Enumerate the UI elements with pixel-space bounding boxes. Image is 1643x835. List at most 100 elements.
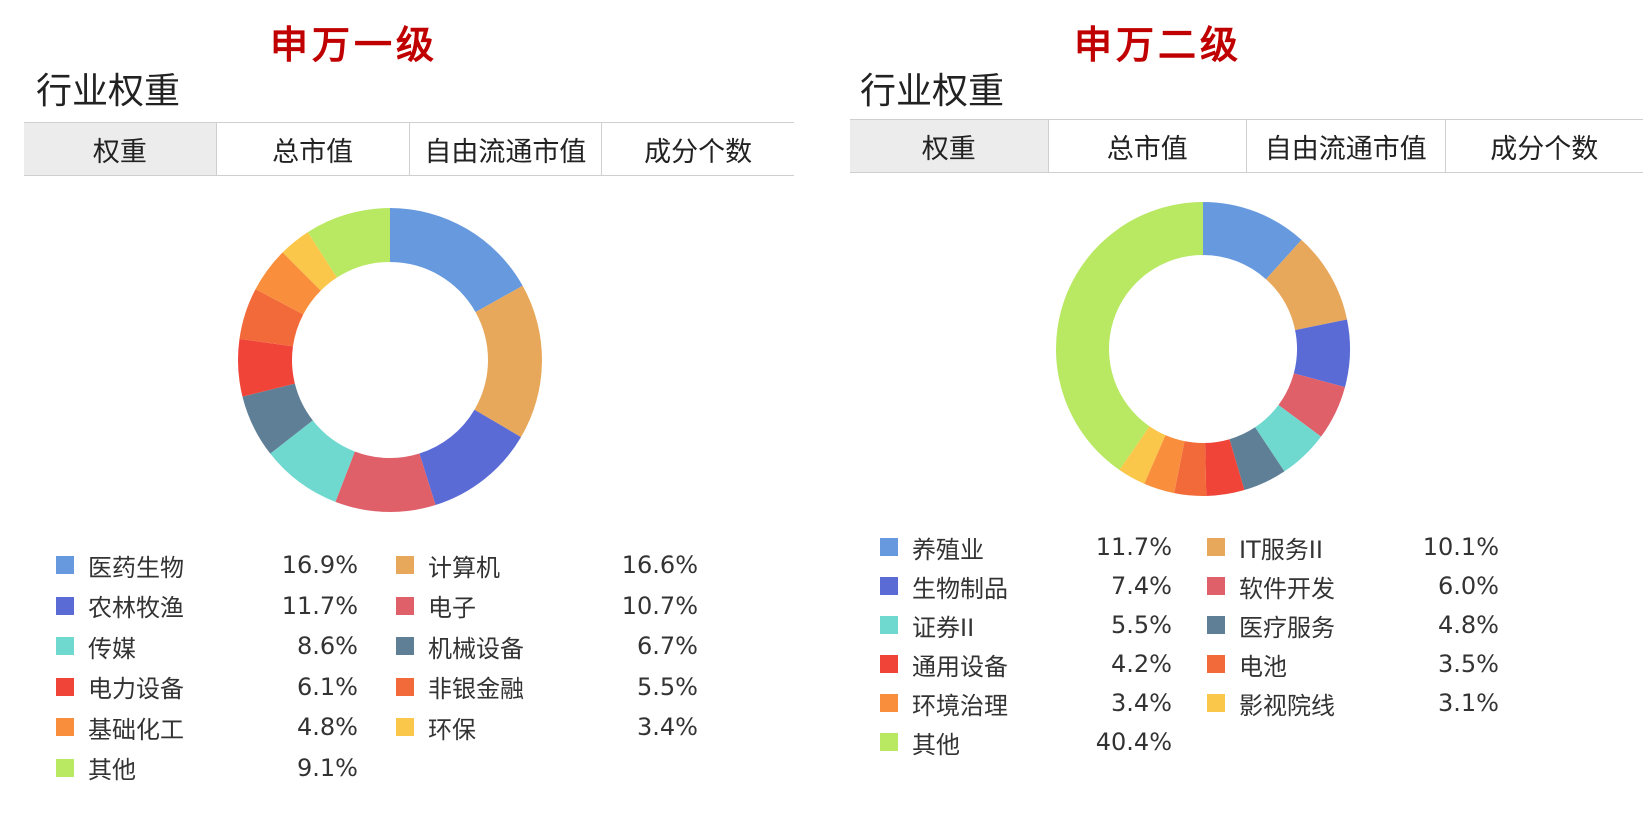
legend-label: 养殖业 bbox=[912, 535, 984, 564]
legend-swatch bbox=[396, 637, 414, 655]
legend-swatch bbox=[1207, 694, 1225, 712]
legend-label: 非银金融 bbox=[428, 675, 524, 703]
pie-slice[interactable] bbox=[474, 285, 542, 438]
tab-weight[interactable]: 权重 bbox=[850, 120, 1048, 172]
legend-value: 16.9% bbox=[281, 551, 358, 579]
pie-slice[interactable] bbox=[1229, 427, 1285, 491]
legend-item[interactable]: 软件开发 6.0% bbox=[1207, 566, 1499, 606]
legend-item[interactable]: 电池 3.5% bbox=[1207, 644, 1499, 684]
pie-slice[interactable] bbox=[270, 420, 355, 502]
legend-label: 电子 bbox=[428, 594, 476, 622]
tab-free-float-market-cap[interactable]: 自由流通市值 bbox=[408, 123, 602, 175]
legend-label: IT服务II bbox=[1239, 535, 1323, 564]
legend-item[interactable]: 生物制品 7.4% bbox=[880, 566, 1172, 606]
legend-item[interactable]: 其他 9.1% bbox=[56, 748, 358, 788]
legend-item[interactable]: 电力设备 6.1% bbox=[56, 667, 358, 707]
section-title: 行业权重 bbox=[36, 71, 181, 112]
legend-value: 9.1% bbox=[297, 753, 358, 782]
legend-label: 环境治理 bbox=[912, 691, 1008, 720]
legend-item[interactable]: 证券II 5.5% bbox=[880, 605, 1172, 645]
tab-free-float-market-cap[interactable]: 自由流通市值 bbox=[1246, 120, 1445, 172]
pie-slice[interactable] bbox=[1265, 239, 1347, 331]
pie-slice[interactable] bbox=[255, 252, 321, 315]
legend-swatch bbox=[880, 616, 898, 634]
pie-slice[interactable] bbox=[1203, 202, 1302, 280]
tab-constituent-count[interactable]: 成分个数 bbox=[1444, 120, 1643, 172]
pie-slice[interactable] bbox=[1119, 426, 1166, 484]
tab-weight[interactable]: 权重 bbox=[24, 123, 216, 175]
legend-item[interactable]: IT服务II 10.1% bbox=[1207, 527, 1499, 567]
legend-item[interactable]: 医药生物 16.9% bbox=[56, 545, 358, 585]
pie-slice[interactable] bbox=[1293, 319, 1350, 388]
legend-label: 环保 bbox=[428, 715, 476, 744]
legend-item[interactable]: 通用设备 4.2% bbox=[880, 644, 1172, 684]
legend-value: 16.6% bbox=[621, 551, 698, 579]
pie-slice[interactable] bbox=[390, 208, 523, 313]
pie-slice[interactable] bbox=[335, 451, 436, 512]
section-title: 行业权重 bbox=[860, 71, 1005, 112]
pie-slice[interactable] bbox=[307, 208, 390, 278]
donut-chart bbox=[1056, 202, 1350, 497]
legend-label: 证券II bbox=[912, 613, 975, 642]
legend-value: 10.1% bbox=[1422, 533, 1499, 561]
legend-label: 软件开发 bbox=[1239, 574, 1335, 603]
legend-value: 10.7% bbox=[621, 591, 698, 620]
legend-swatch bbox=[396, 718, 414, 736]
pie-slice[interactable] bbox=[1056, 202, 1203, 470]
legend-swatch bbox=[880, 655, 898, 673]
pie-slice[interactable] bbox=[1278, 373, 1345, 437]
pie-slice[interactable] bbox=[242, 383, 313, 454]
pie-slice[interactable] bbox=[1174, 441, 1207, 497]
legend-item[interactable]: 其他 40.4% bbox=[880, 722, 1172, 762]
legend-value: 6.0% bbox=[1438, 572, 1499, 600]
legend-item[interactable]: 电子 10.7% bbox=[396, 586, 698, 626]
metric-tabs: 权重 总市值 自由流通市值 成分个数 bbox=[24, 122, 794, 176]
tab-total-market-cap[interactable]: 总市值 bbox=[1047, 120, 1247, 172]
legend-swatch bbox=[880, 733, 898, 751]
legend-label: 医药生物 bbox=[88, 553, 184, 582]
legend-item[interactable]: 养殖业 11.7% bbox=[880, 527, 1172, 567]
tab-constituent-count[interactable]: 成分个数 bbox=[601, 123, 794, 175]
legend-item[interactable]: 非银金融 5.5% bbox=[396, 667, 698, 707]
legend-value: 4.8% bbox=[1438, 611, 1499, 639]
legend-item[interactable]: 医疗服务 4.8% bbox=[1207, 605, 1499, 645]
legend-item[interactable]: 环境治理 3.4% bbox=[880, 683, 1172, 723]
pie-slice[interactable] bbox=[239, 289, 304, 347]
legend-value: 3.1% bbox=[1438, 689, 1499, 717]
legend-value: 4.2% bbox=[1111, 650, 1172, 678]
legend-item[interactable]: 影视院线 3.1% bbox=[1207, 683, 1499, 723]
legend-swatch bbox=[56, 758, 74, 777]
legend-swatch bbox=[56, 596, 74, 615]
legend-value: 5.5% bbox=[637, 672, 698, 701]
legend-item[interactable]: 农林牧渔 11.7% bbox=[56, 586, 358, 626]
legend-label: 影视院线 bbox=[1239, 691, 1335, 720]
pie-slice[interactable] bbox=[238, 338, 295, 397]
legend-item[interactable]: 计算机 16.6% bbox=[396, 545, 698, 585]
legend-label: 通用设备 bbox=[912, 652, 1008, 681]
legend-item[interactable]: 机械设备 6.7% bbox=[396, 626, 698, 666]
chart-title: 申万一级 bbox=[270, 22, 439, 67]
legend-item[interactable]: 环保 3.4% bbox=[396, 707, 698, 747]
legend-label: 计算机 bbox=[428, 553, 500, 582]
panel-sw-level2: 申万二级 行业权重 权重 总市值 自由流通市值 成分个数 养殖业 11.7% IT服… bbox=[850, 0, 1643, 835]
legend-value: 3.5% bbox=[1438, 650, 1499, 678]
legend-swatch bbox=[396, 556, 414, 574]
pie-slice[interactable] bbox=[1144, 435, 1185, 494]
legend-item[interactable]: 传媒 8.6% bbox=[56, 626, 358, 666]
legend-value: 40.4% bbox=[1095, 728, 1172, 756]
legend-item[interactable]: 基础化工 4.8% bbox=[56, 707, 358, 747]
legend-value: 3.4% bbox=[637, 713, 698, 741]
legend-swatch bbox=[56, 718, 74, 736]
pie-slice[interactable] bbox=[1205, 439, 1245, 496]
legend-value: 7.4% bbox=[1111, 572, 1172, 600]
tab-total-market-cap[interactable]: 总市值 bbox=[215, 123, 409, 175]
legend-label: 基础化工 bbox=[88, 715, 184, 744]
legend-value: 6.7% bbox=[637, 632, 698, 660]
pie-slice[interactable] bbox=[1255, 405, 1322, 472]
legend-swatch bbox=[56, 556, 74, 574]
pie-slice[interactable] bbox=[419, 409, 521, 506]
legend-value: 3.4% bbox=[1111, 689, 1172, 717]
pie-slice[interactable] bbox=[282, 232, 338, 291]
legend-swatch bbox=[1207, 538, 1225, 556]
legend-label: 电力设备 bbox=[88, 675, 184, 703]
